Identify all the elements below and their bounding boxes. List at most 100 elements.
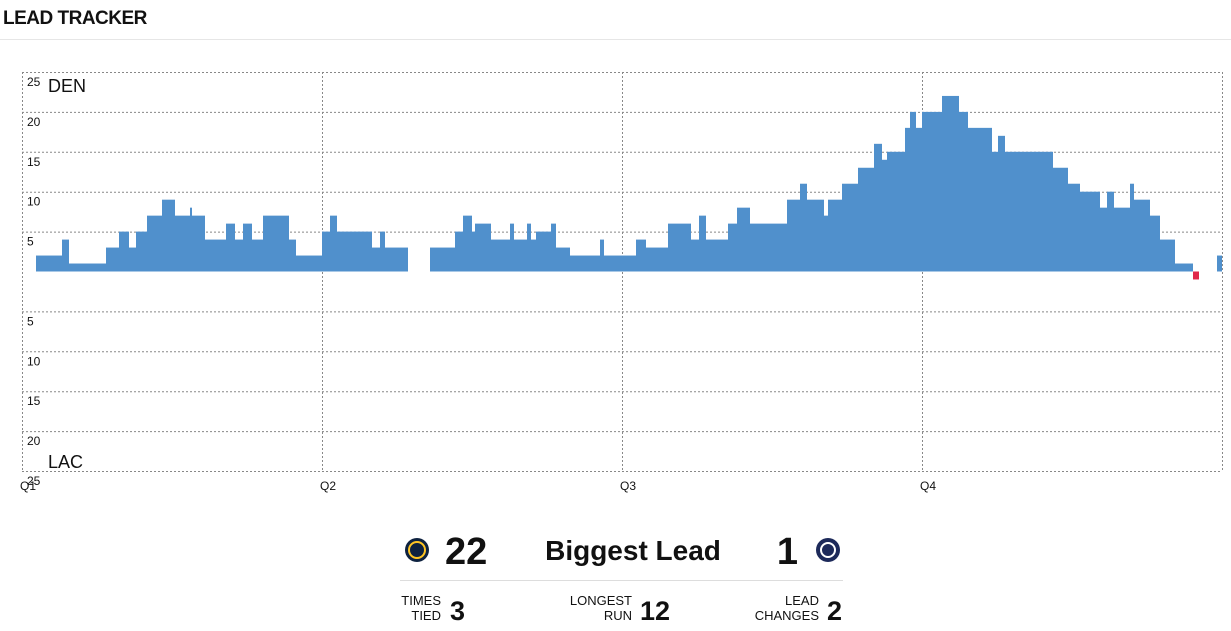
- lead-bar: [162, 199, 175, 272]
- lead-bar: [527, 223, 531, 272]
- lead-bar: [1080, 191, 1100, 272]
- lead-bar: [1053, 167, 1068, 272]
- lac-logo: [816, 538, 840, 562]
- lead-bar: [1114, 207, 1130, 272]
- lead-bar: [330, 215, 337, 272]
- stats-label: Biggest Lead: [545, 535, 721, 566]
- lead-bar: [289, 239, 296, 272]
- lead-bar: [472, 231, 475, 272]
- stat-value: 2: [827, 596, 842, 626]
- lead-bar: [750, 223, 787, 272]
- lead-bar: [129, 247, 136, 272]
- home-lead: 22: [445, 531, 487, 573]
- lead-bar: [463, 215, 472, 272]
- lead-bar: [1134, 199, 1150, 272]
- lead-bar: [787, 199, 800, 272]
- lead-bar: [959, 111, 968, 272]
- lead-bar: [905, 127, 910, 272]
- lead-bar: [874, 143, 882, 272]
- lead-bar: [106, 247, 119, 272]
- lead-bar: [226, 223, 235, 272]
- lead-bar: [646, 247, 668, 272]
- lead-bar: [807, 199, 824, 272]
- y-tick-label: 5: [27, 235, 34, 249]
- lead-bar: [1217, 255, 1222, 272]
- lead-bar: [887, 151, 905, 272]
- lead-bar: [205, 239, 226, 272]
- lead-bar: [119, 231, 129, 272]
- lead-bar: [1005, 151, 1053, 272]
- stat-value: 12: [640, 596, 670, 626]
- lead-bar: [922, 111, 942, 272]
- x-tick-label: Q1: [20, 479, 36, 493]
- lead-bar: [916, 127, 922, 272]
- lead-bar: [882, 159, 887, 272]
- lead-bar: [1150, 215, 1160, 272]
- lead-bar: [192, 215, 205, 272]
- lead-bar: [252, 239, 263, 272]
- lac-logo-ring: [820, 542, 836, 558]
- lead-bar: [556, 247, 570, 272]
- stat-label: CHANGES: [755, 608, 820, 623]
- lead-bar: [1193, 271, 1199, 280]
- lead-bar: [842, 183, 858, 272]
- lead-bar: [691, 239, 699, 272]
- lead-bar: [175, 215, 190, 272]
- lead-bar: [668, 223, 691, 272]
- lead-bar: [942, 95, 959, 272]
- lead-bar: [455, 231, 463, 272]
- x-tick-label: Q4: [920, 479, 936, 493]
- y-tick-label: 5: [27, 314, 34, 328]
- lead-bar: [491, 239, 510, 272]
- stat-label: RUN: [604, 608, 632, 623]
- lead-bar: [1100, 207, 1107, 272]
- y-tick-label: 20: [27, 115, 41, 129]
- lead-bar: [531, 239, 536, 272]
- y-tick-label: 25: [27, 474, 41, 488]
- header-title: LEAD TRACKER: [3, 8, 148, 29]
- lead-bar: [372, 247, 380, 272]
- lead-bar: [1107, 191, 1114, 272]
- lead-bar: [824, 215, 828, 272]
- lead-bar: [858, 167, 874, 272]
- lead-bar: [968, 127, 992, 272]
- team-label-top: DEN: [48, 76, 86, 96]
- lead-bar: [243, 223, 252, 272]
- away-lead: 1: [777, 531, 798, 573]
- y-tick-label: 10: [27, 354, 41, 368]
- lead-bar: [36, 255, 62, 272]
- lead-bar: [510, 223, 514, 272]
- lead-bar: [263, 215, 289, 272]
- lead-bar: [706, 239, 728, 272]
- lead-bar: [1160, 239, 1175, 272]
- lead-bar: [998, 135, 1005, 272]
- lead-bar: [235, 239, 243, 272]
- stat-label: LONGEST: [570, 593, 632, 608]
- lead-bar: [570, 255, 600, 272]
- lead-bar: [514, 239, 527, 272]
- lead-bar: [536, 231, 551, 272]
- y-tick-label: 25: [27, 75, 41, 89]
- team-label-bottom: LAC: [48, 452, 83, 472]
- lead-bar: [62, 239, 69, 272]
- lead-bar: [800, 183, 807, 272]
- lead-bar: [600, 239, 604, 272]
- lead-bar: [636, 239, 646, 272]
- lead-bar: [430, 247, 455, 272]
- lead-bar: [385, 247, 408, 272]
- lead-bar: [910, 111, 916, 272]
- lead-bar: [322, 231, 330, 272]
- lead-bar: [1130, 183, 1134, 272]
- stats-panel: 22 Biggest Lead 1: [400, 531, 843, 581]
- lead-bar: [992, 151, 998, 272]
- lead-bar: [728, 223, 737, 272]
- x-tick-label: Q2: [320, 479, 336, 493]
- lead-bar: [147, 215, 162, 272]
- lead-bar: [380, 231, 385, 272]
- x-tick-label: Q3: [620, 479, 636, 493]
- lead-bar: [475, 223, 491, 272]
- lead-bar: [604, 255, 636, 272]
- y-tick-label: 10: [27, 195, 41, 209]
